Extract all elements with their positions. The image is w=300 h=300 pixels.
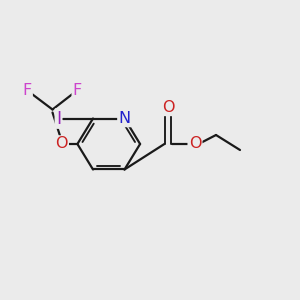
Text: O: O: [55, 136, 68, 152]
Text: O: O: [162, 100, 174, 115]
Text: F: F: [22, 83, 32, 98]
Text: O: O: [189, 136, 201, 152]
Text: F: F: [73, 83, 82, 98]
Text: I: I: [56, 110, 61, 128]
Text: N: N: [118, 111, 130, 126]
